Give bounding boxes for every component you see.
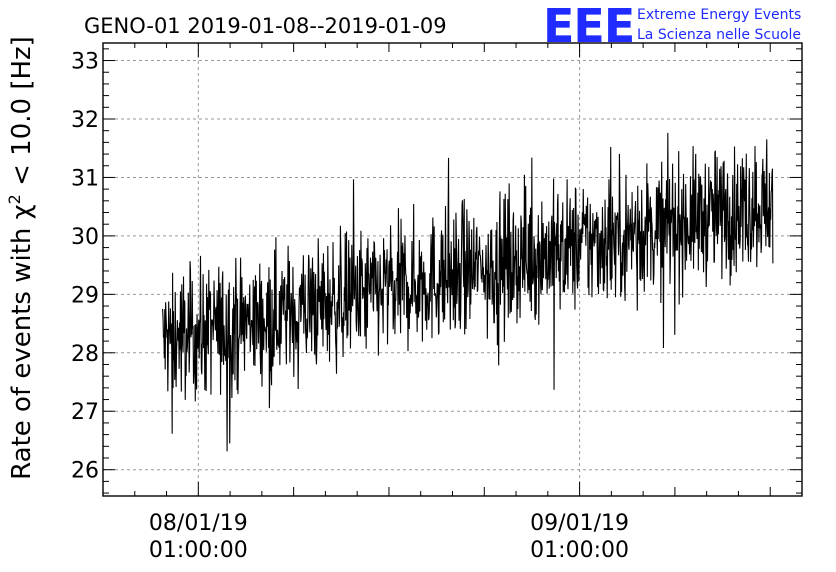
y-axis-label-superscript: 2	[5, 194, 24, 204]
x-tick-time: 01:00:00	[149, 538, 248, 563]
y-tick-label: 32	[71, 108, 99, 133]
x-tick-time: 01:00:00	[530, 538, 629, 563]
eee-logo-mark: EEE	[543, 0, 634, 53]
y-tick-label: 30	[71, 225, 99, 250]
chart-title: GENO-01 2019-01-08--2019-01-09	[84, 14, 447, 38]
series-layer	[162, 132, 774, 452]
x-tick-date: 09/01/19	[530, 511, 629, 536]
y-tick-label: 29	[71, 283, 99, 308]
y-axis-label-suffix: < 10.0 [Hz]	[7, 36, 37, 194]
y-tick-label: 28	[71, 342, 99, 367]
eee-logo: EEE Extreme Energy Events La Scienza nel…	[543, 0, 801, 53]
y-tick-label: 33	[71, 50, 99, 75]
y-axis-label: Rate of events with χ2 < 10.0 [Hz]	[5, 36, 37, 480]
eee-logo-line1: Extreme Energy Events	[637, 7, 801, 23]
y-tick-labels: 26 27 28 29 30 31 32 33	[71, 50, 99, 484]
rate-series-line	[162, 132, 774, 452]
axes-layer	[102, 42, 803, 497]
x-tick-date: 08/01/19	[149, 511, 248, 536]
eee-logo-line2: La Scienza nelle Scuole	[637, 27, 801, 43]
y-axis-label-prefix: Rate of events with χ	[7, 204, 37, 480]
y-tick-label: 27	[71, 400, 99, 425]
y-tick-label: 26	[71, 459, 99, 484]
y-tick-label: 31	[71, 166, 99, 191]
